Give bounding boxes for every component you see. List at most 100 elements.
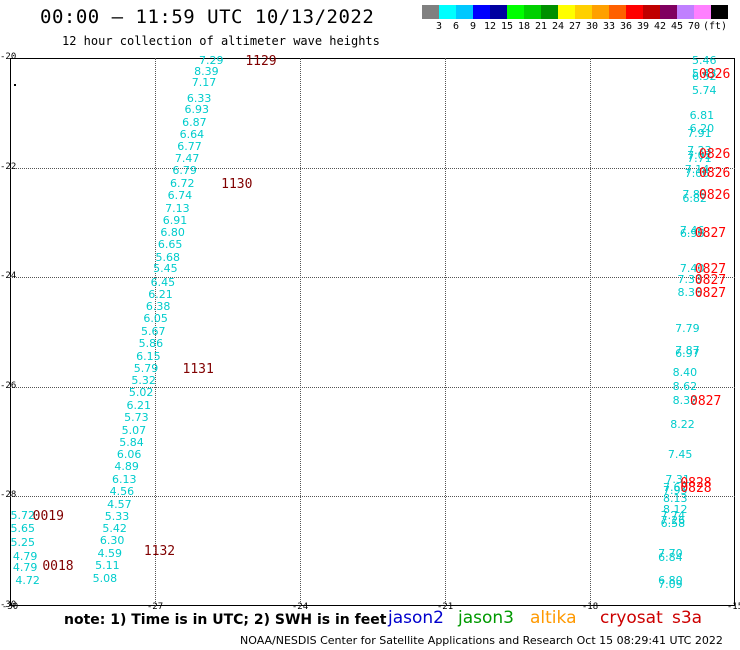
wave-height-value: 4.59 <box>97 546 123 560</box>
wave-height-value: 5.11 <box>95 558 120 572</box>
wave-height-value: 5.45 <box>153 261 178 275</box>
time-label: 0826 <box>699 146 731 162</box>
color-scale-label: 9 <box>469 21 477 32</box>
wave-height-value: 6.91 <box>162 213 188 227</box>
wave-height-value: 6.97 <box>675 346 700 360</box>
wave-height-value: 7.33 <box>677 272 703 286</box>
wave-height-value: 4.89 <box>114 460 139 474</box>
color-swatch <box>592 5 609 19</box>
longitude-gridline <box>300 58 301 606</box>
wave-height-value: 7.89 <box>682 188 707 201</box>
wave-height-value: 7.06 <box>684 167 710 181</box>
wave-height-value: 5.72 <box>10 508 36 522</box>
wave-height-value: 6.96 <box>679 227 705 241</box>
wave-height-value: 6.79 <box>172 164 197 178</box>
wave-height-value: 6.06 <box>116 448 142 462</box>
time-label: 1132 <box>143 544 176 560</box>
wave-height-value: 8.32 <box>672 393 698 407</box>
time-label: 0827 <box>694 226 727 242</box>
wave-height-value: 6.72 <box>170 177 195 191</box>
legend-entry-jason2: jason2 <box>388 608 444 628</box>
color-scale-label: 6 <box>452 21 460 32</box>
wave-height-value: 6.38 <box>145 300 171 314</box>
wave-height-value: 6.81 <box>689 108 715 122</box>
wave-height-value: 6.82 <box>682 192 707 206</box>
wave-height-value: 8.62 <box>672 379 698 393</box>
wave-height-value: 5.02 <box>128 386 154 400</box>
wave-height-value: 7.79 <box>675 322 700 336</box>
longitude-label: -30 <box>1 602 19 612</box>
time-label: 0019 <box>32 508 64 524</box>
color-scale-label: 33 <box>602 21 616 32</box>
wave-height-value: 6.77 <box>177 140 202 154</box>
wave-height-value: 6.65 <box>157 238 183 252</box>
legend-entry-s3a: s3a <box>672 608 703 628</box>
latitude-label: -20 <box>0 52 17 62</box>
wave-height-value: 5.86 <box>138 337 164 351</box>
color-swatch <box>626 5 643 19</box>
wave-height-value: 6.74 <box>167 189 193 203</box>
wave-height-value: 4.79 <box>12 549 38 563</box>
color-swatch <box>524 5 541 19</box>
color-scale-label: 36 <box>619 21 633 32</box>
wave-height-value: 7.26 <box>660 514 686 528</box>
wave-height-value: 4.57 <box>107 497 132 511</box>
wave-height-value: 7.70 <box>658 546 683 560</box>
time-label: 0827 <box>694 272 727 288</box>
color-scale-label: 42 <box>653 21 667 32</box>
map-frame <box>10 58 735 606</box>
wave-height-value: 6.84 <box>658 550 683 564</box>
wave-height-value: 6.21 <box>126 398 152 412</box>
wave-height-value: 5.46 <box>692 53 717 67</box>
longitude-label: -24 <box>291 602 309 612</box>
wave-height-value: 6.45 <box>150 275 176 289</box>
latitude-label: -26 <box>0 380 17 391</box>
color-swatch <box>660 5 677 19</box>
wave-height-value: 7.62 <box>663 481 688 495</box>
latitude-gridline <box>10 386 735 388</box>
color-swatch <box>541 5 558 19</box>
longitude-label: -18 <box>581 602 599 612</box>
color-swatch <box>643 5 660 19</box>
color-swatch <box>439 5 456 19</box>
wave-height-value: 4.79 <box>12 560 38 574</box>
map-marker-dot <box>14 84 16 86</box>
wave-height-value: 8.36 <box>677 285 703 299</box>
color-swatch <box>422 5 439 19</box>
page-title: 00:00 – 11:59 UTC 10/13/2022 <box>40 6 375 28</box>
color-swatch <box>473 5 490 19</box>
wave-height-value: 5.43 <box>692 67 717 81</box>
longitude-gridline <box>590 58 591 606</box>
wave-height-value: 6.21 <box>148 287 173 301</box>
color-scale-label: 12 <box>483 21 497 32</box>
wave-height-value: 8.22 <box>670 418 695 432</box>
wave-height-value: 5.25 <box>10 535 36 549</box>
wave-height-value: 6.64 <box>179 127 205 141</box>
wave-height-value: 8.40 <box>672 366 698 380</box>
color-scale-label: 15 <box>500 21 514 32</box>
wave-height-value: 8.12 <box>663 503 688 517</box>
color-scale-label: (ft) <box>702 21 728 32</box>
legend-entry-jason3: jason3 <box>458 608 514 628</box>
wave-height-value: 7.46 <box>679 223 705 237</box>
time-label: 0827 <box>694 261 727 277</box>
wave-height-value: 5.32 <box>131 374 156 388</box>
latitude-gridline <box>10 167 735 169</box>
color-swatch <box>507 5 524 19</box>
latitude-gridline <box>10 496 735 498</box>
wave-height-value: 8.39 <box>194 64 219 78</box>
time-label: 0827 <box>690 393 722 409</box>
color-swatch <box>711 5 728 19</box>
wave-height-value: 7.31 <box>665 472 690 486</box>
time-label: 0018 <box>42 558 74 574</box>
wave-height-value: 6.30 <box>99 534 125 548</box>
color-scale-label: 3 <box>435 21 443 32</box>
wave-height-value: 6.52 <box>692 70 717 84</box>
latitude-gridline <box>10 277 735 279</box>
credit-footer: NOAA/NESDIS Center for Satellite Applica… <box>240 634 723 647</box>
latitude-label: -22 <box>0 161 17 172</box>
wave-height-value: 7.29 <box>199 53 224 67</box>
wave-height-value: 6.58 <box>660 516 686 530</box>
longitude-label: -15 <box>726 602 740 612</box>
color-scale-label: 18 <box>517 21 531 32</box>
